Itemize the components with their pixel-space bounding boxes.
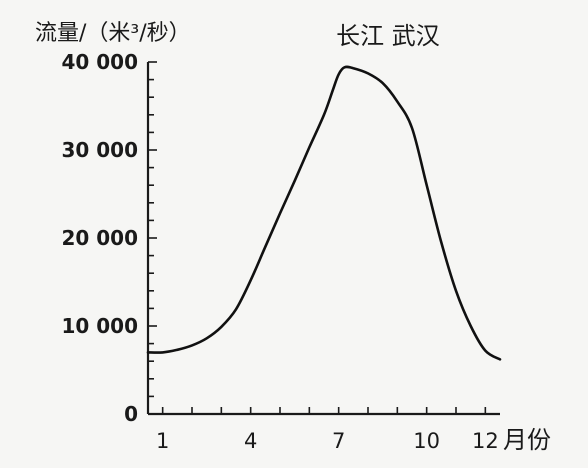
series-layer [146,65,502,361]
y-tick-label: 10 000 [61,314,138,338]
x-tick-label: 10 [413,429,440,453]
chart-title: 长江 武汉 [336,22,440,50]
x-tick-label: 12 [472,429,499,453]
x-tick-label: 4 [244,429,257,453]
axes [146,61,500,416]
x-axis-label: 月份 [503,426,551,454]
y-axis-label: 流量/（米³/秒） [35,21,191,46]
y-tick-label: 20 000 [61,226,138,250]
y-tick-label: 40 000 [61,50,138,74]
y-tick-label: 0 [124,402,138,426]
flow-line [146,65,502,361]
tick-labels: 0 10 000 20 000 30 000 40 000 1 4 7 10 12 [61,50,498,453]
x-tick-label: 7 [332,429,345,453]
x-tick-label: 1 [156,429,169,453]
y-tick-label: 30 000 [61,138,138,162]
